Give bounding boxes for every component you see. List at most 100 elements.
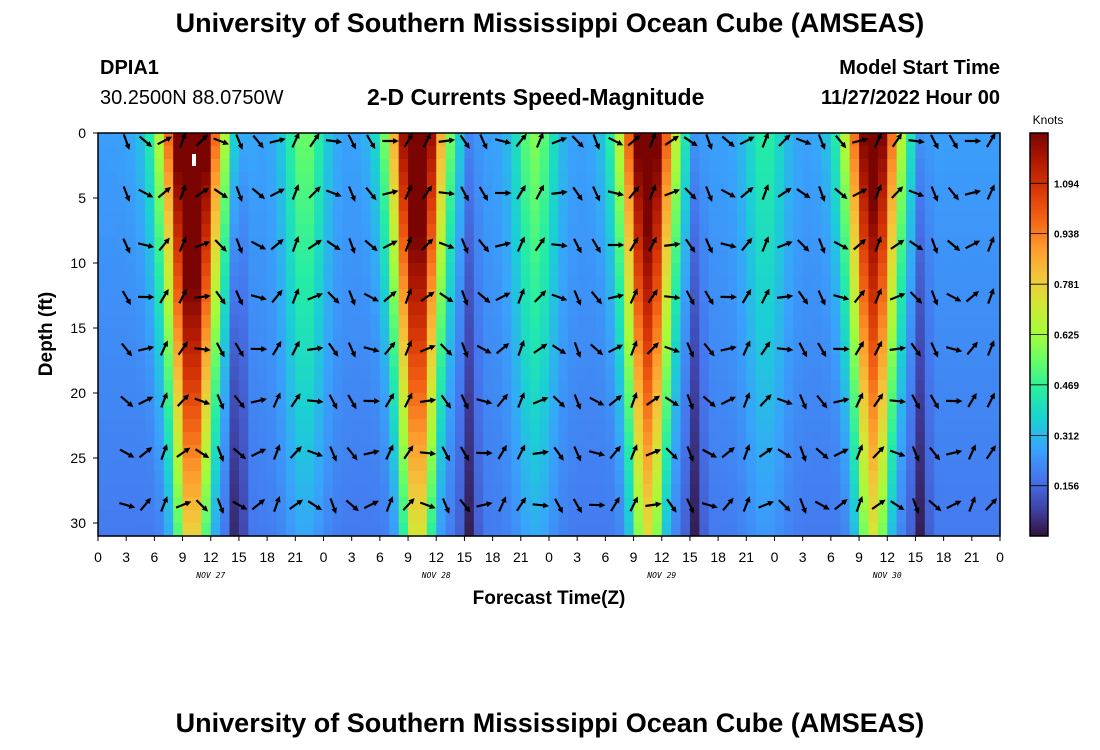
heatmap-cell: [821, 406, 832, 420]
heatmap-cell: [229, 263, 240, 277]
heatmap-cell: [708, 263, 719, 277]
heatmap-cell: [144, 510, 155, 524]
current-arrow: [890, 500, 905, 511]
heatmap-cell: [398, 159, 409, 173]
heatmap-cell: [971, 367, 982, 381]
current-arrow: [404, 288, 413, 304]
current-arrow: [160, 496, 168, 512]
heatmap-cell: [896, 315, 907, 329]
heatmap-cell: [201, 302, 212, 316]
heatmap-cell: [718, 211, 729, 225]
heatmap-cell: [417, 146, 428, 160]
heatmap-cell: [144, 315, 155, 329]
heatmap-cell: [370, 419, 381, 433]
heatmap-cell: [962, 185, 973, 199]
heatmap-cell: [351, 224, 362, 238]
heatmap-cell: [220, 523, 231, 537]
heatmap-cell: [126, 484, 137, 498]
heatmap-cell: [398, 237, 409, 251]
heatmap-cell: [304, 302, 315, 316]
heatmap-cell: [342, 315, 353, 329]
current-arrow: [871, 499, 886, 510]
current-arrow: [139, 497, 152, 512]
heatmap-cell: [98, 276, 108, 290]
heatmap-cell: [558, 393, 569, 407]
current-arrow: [251, 187, 266, 200]
heatmap-cell: [586, 458, 597, 472]
heatmap-cell: [332, 406, 343, 420]
heatmap-cell: [840, 484, 851, 498]
current-arrow: [778, 134, 791, 147]
heatmap-cell: [783, 341, 794, 355]
current-arrow: [325, 138, 343, 145]
current-arrow: [459, 498, 471, 513]
heatmap-cell: [624, 133, 635, 147]
heatmap-cell: [708, 211, 719, 225]
heatmap-cell: [727, 484, 738, 498]
heatmap-cell: [267, 289, 278, 303]
heatmap-cell: [163, 263, 174, 277]
heatmap-cell: [877, 406, 888, 420]
heatmap-cell: [821, 302, 832, 316]
heatmap-cell: [924, 393, 935, 407]
heatmap-cell: [699, 198, 710, 212]
heatmap-cell: [727, 172, 738, 186]
heatmap-cell: [877, 419, 888, 433]
heatmap-cell: [736, 497, 747, 511]
heatmap-cell: [812, 484, 823, 498]
heatmap-cell: [210, 510, 221, 524]
heatmap-cell: [426, 458, 437, 472]
heatmap-cell: [473, 198, 484, 212]
heatmap-cell: [924, 146, 935, 160]
heatmap-cell: [549, 185, 559, 199]
heatmap-cell: [633, 341, 644, 355]
heatmap-cell: [361, 419, 372, 433]
heatmap-cell: [116, 393, 127, 407]
heatmap-cell: [182, 523, 193, 537]
heatmap-cell: [736, 484, 747, 498]
heatmap-cell: [389, 380, 400, 394]
current-arrow: [608, 136, 624, 146]
heatmap-cell: [257, 510, 268, 524]
heatmap-cell: [793, 185, 804, 199]
heatmap-cell: [727, 432, 738, 446]
heatmap-cell: [492, 393, 503, 407]
heatmap-cell: [868, 224, 879, 238]
heatmap-cell: [558, 523, 569, 537]
heatmap-cell: [934, 159, 945, 173]
heatmap-cell: [699, 341, 710, 355]
heatmap-cell: [126, 185, 137, 199]
heatmap-cell: [642, 471, 653, 485]
current-arrow: [908, 138, 925, 145]
heatmap-cell: [135, 458, 146, 472]
heatmap-cell: [783, 354, 794, 368]
heatmap-cell: [361, 263, 372, 277]
current-arrow: [833, 240, 849, 250]
heatmap-cell: [868, 471, 879, 485]
heatmap-cell: [379, 224, 390, 238]
heatmap-cell: [304, 523, 315, 537]
current-arrow: [363, 346, 380, 353]
current-arrow: [194, 293, 211, 300]
heatmap-cell: [671, 172, 682, 186]
current-arrow: [194, 397, 211, 406]
heatmap-cell: [229, 445, 240, 459]
heatmap-cell: [455, 341, 466, 355]
current-arrow: [273, 496, 281, 512]
heatmap-cell: [229, 159, 240, 173]
heatmap-cell: [652, 328, 663, 342]
heatmap-cell: [539, 276, 550, 290]
heatmap-cell: [633, 237, 644, 251]
x-tick-label: 3: [799, 549, 807, 565]
heatmap-cell: [257, 484, 268, 498]
heatmap-cell: [774, 380, 785, 394]
heatmap-cell: [915, 393, 926, 407]
heatmap-cell: [173, 315, 184, 329]
heatmap-cell: [549, 445, 559, 459]
heatmap-cell: [868, 250, 879, 264]
heatmap-cell: [680, 406, 691, 420]
heatmap-cell: [953, 237, 964, 251]
current-arrow: [946, 292, 962, 302]
current-arrow: [178, 288, 187, 304]
heatmap-cell: [661, 510, 672, 524]
